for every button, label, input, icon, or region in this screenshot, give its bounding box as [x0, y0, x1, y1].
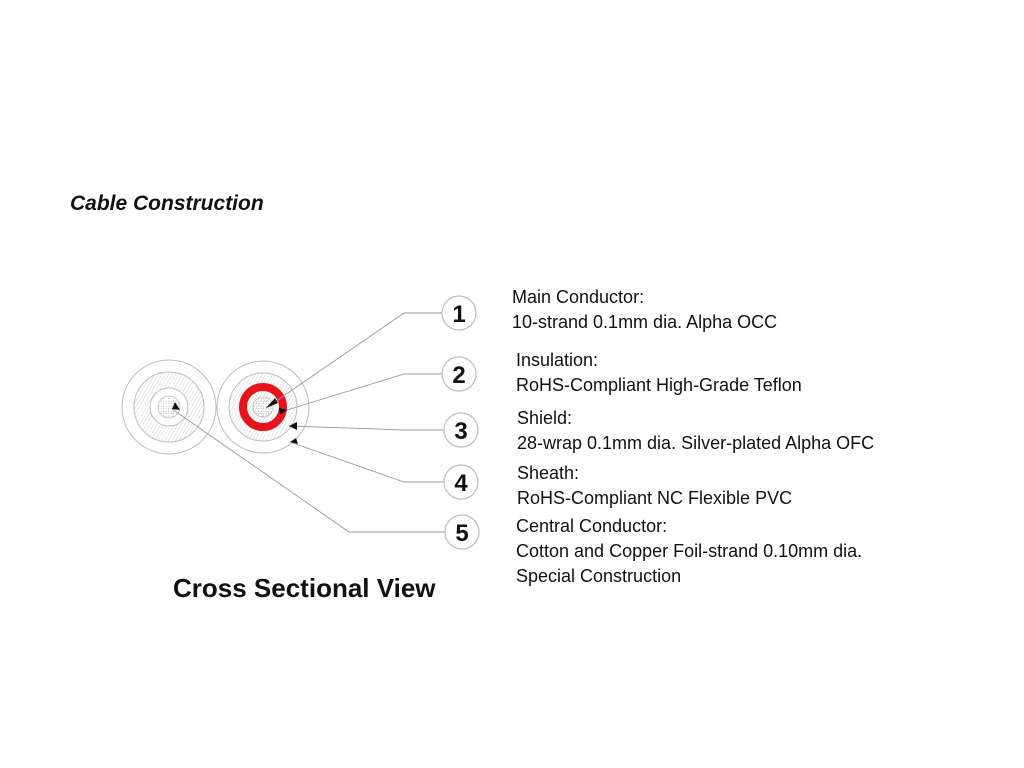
arrowhead-5 [172, 402, 180, 410]
arrowhead-3 [289, 422, 297, 430]
arrowhead-2 [279, 408, 287, 415]
central-conductor-cross-section [121, 359, 217, 455]
leader-line-4 [289, 441, 445, 483]
callout-number: 2 [452, 362, 465, 389]
leader-line-3 [288, 425, 445, 431]
callout-main-conductor: Main Conductor: 10-strand 0.1mm dia. Alp… [512, 285, 777, 335]
leader-line-5 [171, 408, 445, 533]
callout-marker-1: 1 [441, 295, 477, 331]
callout-detail: RoHS-Compliant High-Grade Teflon [516, 375, 802, 395]
arrowhead-4 [290, 438, 298, 444]
leader-line-2 [286, 373, 445, 411]
callout-marker-2: 2 [441, 356, 477, 392]
callout-title: Central Conductor: [516, 516, 668, 536]
callout-detail: 28-wrap 0.1mm dia. Silver-plated Alpha O… [517, 433, 875, 453]
callout-title: Shield: [517, 408, 573, 428]
callout-number: 3 [454, 418, 467, 445]
callout-detail: Special Construction [516, 566, 682, 586]
callout-marker-4: 4 [443, 464, 479, 500]
callout-title: Sheath: [517, 463, 580, 483]
callout-marker-3: 3 [443, 412, 479, 448]
callout-title: Insulation: [516, 350, 599, 370]
callout-marker-5: 5 [444, 514, 480, 550]
section-heading: Cable Construction [70, 192, 264, 215]
callout-number: 4 [454, 470, 468, 497]
callout-title: Main Conductor: [512, 287, 645, 307]
diagram-caption: Cross Sectional View [173, 573, 436, 603]
main-conductor-cross-section [216, 360, 310, 454]
callout-detail: Cotton and Copper Foil-strand 0.10mm dia… [516, 541, 863, 561]
callout-detail: 10-strand 0.1mm dia. Alpha OCC [512, 312, 778, 332]
callout-sheath: Sheath: RoHS-Compliant NC Flexible PVC [517, 461, 792, 511]
teflon-insulation-ring [239, 383, 287, 431]
callout-number: 1 [452, 301, 465, 328]
callout-detail: RoHS-Compliant NC Flexible PVC [517, 488, 793, 508]
callout-shield: Shield: 28-wrap 0.1mm dia. Silver-plated… [517, 406, 874, 456]
callout-number: 5 [455, 520, 468, 547]
conductor-core [252, 396, 274, 418]
leader-line-1 [265, 312, 445, 409]
callout-insulation: Insulation: RoHS-Compliant High-Grade Te… [516, 348, 802, 398]
arrowhead-1 [266, 398, 278, 408]
conductor-core [157, 395, 181, 419]
callout-central-conductor: Central Conductor: Cotton and Copper Foi… [516, 514, 862, 589]
